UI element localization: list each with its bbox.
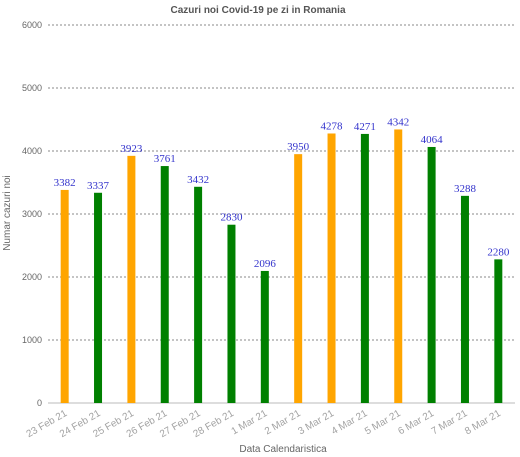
data-label: 2830 — [220, 212, 243, 224]
x-tick-label: 2 Mar 21 — [263, 408, 303, 437]
bar — [160, 166, 169, 403]
bar — [227, 224, 236, 403]
bars — [60, 129, 503, 404]
bar — [460, 195, 469, 403]
x-tick-label: 3 Mar 21 — [296, 408, 336, 437]
data-label: 3761 — [154, 153, 176, 165]
data-label: 3950 — [287, 141, 310, 153]
bar — [127, 155, 136, 403]
data-label: 2096 — [254, 258, 277, 270]
bar — [94, 192, 103, 403]
x-tick-label: 8 Mar 21 — [463, 408, 503, 437]
x-tick-label: 1 Mar 21 — [230, 408, 270, 437]
data-labels: 3382 3337 3923 3761 3432 2830 2096 3950 4278 4271… — [54, 116, 510, 269]
data-label: 3337 — [87, 180, 110, 192]
x-axis-label: Data Calendaristica — [239, 444, 327, 455]
data-label: 2280 — [487, 246, 510, 258]
y-axis-ticks: 0 1000 2000 3000 4000 5000 6000 — [22, 20, 42, 408]
data-label: 3432 — [187, 174, 209, 186]
data-label: 3382 — [54, 177, 76, 189]
y-tick-label: 4000 — [22, 146, 42, 156]
y-tick-label: 2000 — [22, 272, 42, 282]
y-tick-label: 1000 — [22, 335, 42, 345]
data-label: 4278 — [321, 120, 344, 132]
x-tick-label: 4 Mar 21 — [330, 408, 370, 437]
y-tick-label: 0 — [37, 398, 42, 408]
data-label: 4271 — [354, 121, 376, 133]
x-tick-label: 5 Mar 21 — [363, 408, 403, 437]
chart-title: Cazuri noi Covid-19 pe zi in Romania — [170, 5, 345, 16]
y-axis-label: Numar cazuri noi — [2, 175, 13, 251]
bar — [360, 133, 369, 403]
bar — [194, 186, 203, 403]
y-tick-label: 5000 — [22, 83, 42, 93]
bar — [60, 189, 69, 403]
data-label: 3288 — [454, 183, 477, 195]
bar — [494, 259, 503, 403]
y-tick-label: 6000 — [22, 20, 42, 30]
data-label: 4064 — [421, 134, 444, 146]
x-tick-label: 6 Mar 21 — [396, 408, 436, 437]
gridlines — [48, 24, 515, 404]
bar — [260, 270, 269, 403]
x-tick-label: 7 Mar 21 — [430, 408, 470, 437]
data-label: 3923 — [120, 143, 143, 155]
y-tick-label: 3000 — [22, 209, 42, 219]
bar — [294, 154, 303, 403]
data-label: 4342 — [387, 116, 409, 128]
bar — [394, 129, 403, 404]
bar — [327, 133, 336, 403]
bar — [427, 146, 436, 403]
